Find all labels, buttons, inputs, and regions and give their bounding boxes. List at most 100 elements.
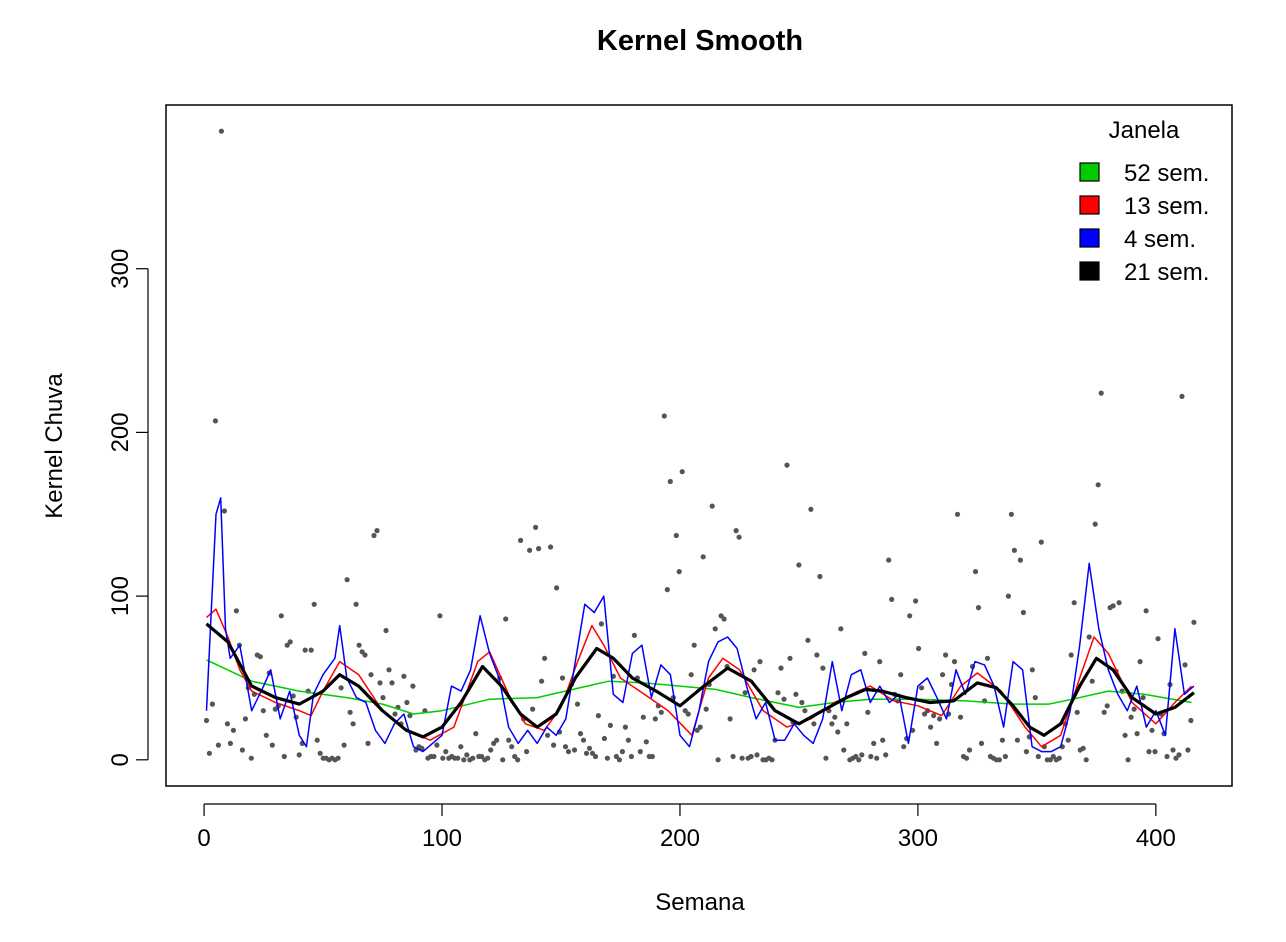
data-point: [1083, 757, 1089, 763]
data-point: [607, 722, 614, 729]
data-point: [835, 729, 841, 735]
data-point: [461, 757, 467, 763]
data-point: [1116, 600, 1122, 606]
data-point: [943, 652, 949, 658]
data-point: [272, 706, 278, 712]
data-point: [886, 557, 892, 563]
legend-label: 21 sem.: [1124, 259, 1209, 286]
data-point: [778, 665, 784, 671]
data-point: [263, 732, 269, 738]
data-point: [1011, 547, 1018, 553]
data-point: [392, 711, 398, 717]
data-point: [898, 672, 904, 678]
data-point: [1005, 593, 1012, 599]
legend-label: 52 sem.: [1124, 160, 1209, 187]
data-point: [1023, 749, 1029, 755]
data-point: [407, 713, 413, 719]
data-point: [389, 680, 395, 686]
data-point: [562, 744, 569, 750]
data-point: [1065, 737, 1071, 743]
data-point: [838, 626, 844, 632]
data-point: [404, 699, 410, 706]
data-point: [1182, 662, 1188, 668]
data-point: [317, 750, 323, 756]
data-point: [799, 699, 805, 706]
data-point: [227, 740, 233, 747]
data-point: [978, 740, 985, 747]
data-point: [1032, 695, 1038, 701]
data-point: [820, 665, 826, 671]
data-point: [440, 755, 446, 761]
data-point: [856, 757, 862, 763]
data-point: [667, 478, 673, 485]
data-point: [676, 569, 682, 575]
data-point: [512, 753, 518, 760]
data-point: [1050, 753, 1056, 760]
data-point: [859, 752, 865, 758]
data-point: [500, 757, 506, 763]
data-point: [470, 755, 476, 761]
data-point: [371, 532, 377, 539]
data-point: [571, 747, 578, 753]
data-point: [554, 585, 560, 591]
data-point: [1191, 619, 1197, 625]
data-point: [302, 647, 308, 653]
data-point: [503, 616, 509, 622]
data-point: [356, 642, 362, 648]
data-point: [604, 755, 611, 761]
data-point: [233, 608, 239, 614]
data-point: [401, 673, 407, 679]
series-line-21-sem-: [205, 622, 1195, 739]
data-point: [386, 667, 392, 673]
data-point: [691, 642, 697, 648]
data-point: [1017, 557, 1024, 563]
data-point: [751, 667, 757, 673]
data-point: [1137, 659, 1143, 665]
data-point: [479, 753, 485, 760]
data-point: [239, 747, 245, 753]
data-point: [494, 737, 500, 743]
legend-swatch: [1079, 162, 1100, 182]
data-point: [209, 701, 215, 707]
data-point: [311, 601, 317, 607]
data-point: [984, 655, 991, 661]
data-point: [464, 752, 470, 758]
data-point: [350, 721, 356, 727]
data-point: [1092, 521, 1098, 527]
data-point: [1002, 753, 1009, 760]
data-point: [841, 747, 847, 753]
data-point: [338, 685, 344, 691]
legend-label: 13 sem.: [1124, 193, 1209, 220]
data-point: [383, 627, 389, 634]
data-point: [1125, 757, 1131, 763]
data-point: [775, 690, 781, 696]
x-axis-label: Semana: [655, 889, 745, 916]
data-point: [341, 742, 347, 748]
data-point: [883, 752, 889, 758]
data-point: [308, 647, 314, 653]
data-point: [709, 503, 715, 509]
data-point: [853, 753, 859, 760]
data-point: [1086, 634, 1092, 640]
data-point: [781, 696, 787, 702]
legend-title: Janela: [1109, 117, 1180, 144]
data-point: [377, 680, 383, 686]
data-point: [509, 744, 515, 750]
data-point: [619, 749, 626, 755]
data-point: [1074, 709, 1080, 715]
data-point: [443, 749, 449, 755]
data-point: [871, 740, 877, 747]
data-point: [805, 637, 811, 643]
data-point: [1047, 757, 1053, 763]
data-point: [951, 659, 958, 665]
data-point: [1122, 732, 1128, 738]
data-point: [1131, 706, 1137, 712]
data-point: [736, 534, 742, 540]
data-point: [954, 511, 961, 517]
data-point: [661, 413, 667, 419]
data-point: [928, 724, 934, 730]
data-point: [230, 727, 236, 733]
data-point: [374, 528, 380, 534]
plot-frame: [165, 104, 1233, 787]
data-point: [1014, 737, 1021, 743]
